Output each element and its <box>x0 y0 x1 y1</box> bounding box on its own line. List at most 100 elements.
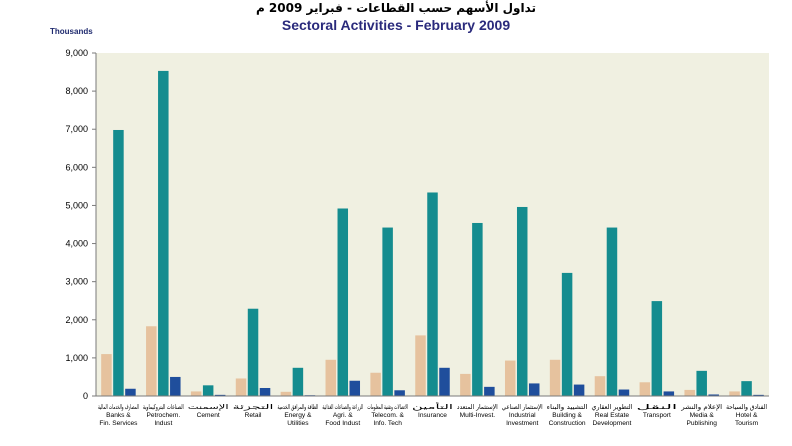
x-label: Construction <box>549 420 586 427</box>
y-axis-ticks: 0 1,000 2,000 3,000 4,000 5,000 6,000 7,000 8,00… <box>65 48 96 401</box>
bar-series-3-2 <box>170 376 181 396</box>
x-label: Building & <box>552 412 582 419</box>
x-label-arabic: الزراعة والصناعات الغذائية <box>322 403 363 411</box>
x-label-arabic: الإعلام والنشر <box>680 403 722 411</box>
bar-series-1-4 <box>235 378 247 396</box>
bar-series-2-11 <box>561 272 573 396</box>
bar-series-2-13 <box>651 301 663 396</box>
x-label: Real Estate <box>595 412 629 419</box>
x-label-arabic: الفنادق والسياحة <box>726 403 767 411</box>
x-label: Food Indust <box>325 420 360 427</box>
x-label: Cement <box>197 412 220 419</box>
bar-series-2-3 <box>202 385 214 396</box>
y-tick-label: 1,000 <box>65 353 88 363</box>
bar-series-2-4 <box>247 308 259 396</box>
bar-series-3-9 <box>484 386 495 396</box>
bar-series-1-6 <box>325 359 337 396</box>
bar-series-3-3 <box>214 394 226 396</box>
bar-series-1-8 <box>415 335 426 396</box>
x-label-arabic: التشييد والبناء <box>547 403 588 411</box>
x-label-arabic: الإستثمار المتعدد <box>457 403 498 411</box>
x-label-arabic: النقل <box>636 403 677 411</box>
x-label: Hotel & <box>736 412 758 419</box>
bar-series-1-14 <box>684 389 695 396</box>
x-label-arabic: المصارف والخدمات المالية <box>98 403 139 411</box>
bar-series-1-11 <box>549 359 561 396</box>
x-label: Banks & <box>106 412 131 419</box>
y-axis-unit-label: Thousands <box>50 27 93 36</box>
bar-series-2-15 <box>741 381 752 396</box>
bar-series-1-1 <box>101 354 112 396</box>
bar-series-2-5 <box>292 367 304 396</box>
x-label: Investment <box>506 420 538 427</box>
bar-series-3-15 <box>753 394 764 396</box>
x-label: Indust <box>154 420 172 427</box>
x-label: Energy & <box>284 412 312 419</box>
bar-series-3-1 <box>125 388 136 396</box>
bar-series-2-1 <box>113 129 124 397</box>
bar-series-2-12 <box>606 227 618 396</box>
bar-series-1-13 <box>639 382 651 396</box>
x-label: Publishing <box>686 420 717 427</box>
x-label: Tourism <box>735 420 759 427</box>
bar-series-1-5 <box>280 391 292 396</box>
bar-series-3-7 <box>394 390 405 396</box>
y-tick-label: 4,000 <box>65 239 88 249</box>
bar-series-1-2 <box>146 326 157 396</box>
bar-series-2-9 <box>472 222 483 396</box>
bar-series-2-2 <box>158 70 169 396</box>
bar-series-1-10 <box>504 360 516 396</box>
x-label: Fin. Services <box>99 420 138 427</box>
chart-title-arabic: تداول الأسهم حسب القطاعات - فبراير 2009 … <box>255 1 537 15</box>
y-tick-label: 6,000 <box>65 162 88 172</box>
y-tick-label: 8,000 <box>65 86 88 96</box>
bars <box>101 70 764 397</box>
bar-series-2-14 <box>696 370 707 396</box>
x-label: Media & <box>690 412 715 419</box>
x-label-arabic: الطاقة والمرافق الخدمية <box>277 403 318 411</box>
chart-title: Sectoral Activities - February 2009 <box>281 17 511 33</box>
x-label: Telecom. & <box>371 412 404 419</box>
bar-series-3-13 <box>663 391 675 396</box>
x-label: Transport <box>643 412 671 419</box>
y-tick-label: 7,000 <box>65 124 88 134</box>
bar-series-2-10 <box>516 206 528 396</box>
y-tick-label: 3,000 <box>65 277 88 287</box>
x-label-arabic: الاتصالات وتقنية المعلومات <box>367 403 408 411</box>
bar-series-3-8 <box>439 367 450 396</box>
x-label-arabic: التأمين <box>412 402 453 411</box>
x-label: Multi-Invest. <box>460 412 496 419</box>
bar-series-3-4 <box>259 387 271 396</box>
bar-series-1-12 <box>594 376 606 396</box>
y-tick-label: 5,000 <box>65 200 88 210</box>
bar-series-3-10 <box>528 383 540 396</box>
x-label: Industrial <box>509 412 536 419</box>
x-label-arabic: الإستثمار الصناعي <box>502 403 543 411</box>
bar-series-1-9 <box>460 373 471 396</box>
bar-series-1-15 <box>729 391 740 396</box>
bar-series-2-8 <box>427 192 438 396</box>
bar-series-1-3 <box>190 391 202 396</box>
y-tick-label: 2,000 <box>65 315 88 325</box>
x-label-arabic: التجزئة <box>233 403 274 411</box>
x-label: Retail <box>245 412 262 419</box>
y-tick-label: 9,000 <box>65 48 88 58</box>
bar-series-3-14 <box>708 394 719 396</box>
x-label-arabic: الإسمنت <box>188 403 229 411</box>
x-label: Agri. & <box>333 412 353 419</box>
x-label: Petrochem. <box>146 412 180 419</box>
x-label: Info. Tech <box>373 420 402 427</box>
x-label-arabic: الصناعات البتروكيماوية <box>143 403 184 411</box>
bar-series-2-6 <box>337 208 349 396</box>
bar-series-3-11 <box>573 384 585 396</box>
x-label: Development <box>593 420 632 427</box>
bar-series-2-7 <box>382 227 393 396</box>
bar-series-3-12 <box>618 389 630 396</box>
y-tick-label: 0 <box>83 391 88 401</box>
bar-series-3-6 <box>349 380 361 396</box>
x-label: Insurance <box>418 412 447 419</box>
bar-series-1-7 <box>370 372 381 396</box>
x-label: Utilities <box>287 420 309 427</box>
